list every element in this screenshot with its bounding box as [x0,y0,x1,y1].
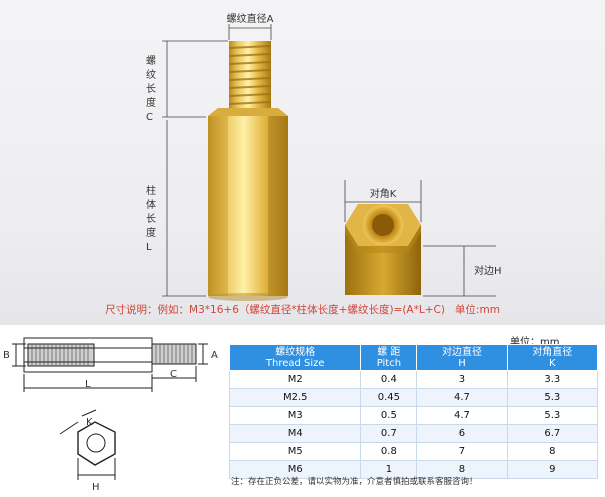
label-body-length: 柱体长度 L [146,184,156,253]
product-photo: 螺纹直径A 对角K 对边H 螺纹长度 C 柱体长度 L 尺寸说明：例如：M3*16+… [0,0,605,325]
table-cell: 6 [416,424,508,443]
standoff-hex-body [208,108,288,301]
table-row: M3 0.5 4.7 5.3 [228,406,599,425]
table-cell: 9 [506,460,599,479]
table-row: M4 0.7 6 6.7 [228,424,599,443]
table-row: M6 1 8 9 [228,460,599,479]
table-cell: M5 [228,442,362,461]
table-cell: 3.3 [506,370,599,389]
spec-table: 螺纹规格 Thread Size 螺 距 Pitch 对边直径 H 对角直径 K M2 0.4 3… [228,344,599,479]
table-cell: 8 [506,442,599,461]
table-header-cell: 对角直径 K [506,344,599,371]
table-cell: 1 [360,460,418,479]
table-cell: M4 [228,424,362,443]
drawing-label-k: K [86,417,93,428]
drawing-label-a: A [211,350,218,361]
table-row: M2.5 0.45 4.7 5.3 [228,388,599,407]
header-cn: 对边直径 [441,346,482,358]
table-cell: 3 [416,370,508,389]
label-thread-length: 螺纹长度 C [146,55,156,123]
drawing-label-h: H [92,482,100,493]
caption-text: 尺寸说明：例如：M3*16+6（螺纹直径*柱体长度+螺纹长度)=(A*L+C) [105,304,445,316]
header-en: Pitch [376,357,402,369]
table-body: M2 0.4 3 3.3 M2.5 0.45 4.7 5.3 M3 0.5 4.7 5.3 M4 0.7 6… [228,370,599,479]
drawing-label-c: C [170,369,177,380]
drawing-label-b: B [3,350,10,361]
table-header-row: 螺纹规格 Thread Size 螺 距 Pitch 对边直径 H 对角直径 K [228,344,599,371]
header-en: H [458,357,466,369]
standoff-thread [228,41,272,117]
table-cell: 0.7 [360,424,418,443]
caption-unit: 单位:mm [454,304,500,316]
table-header-cell: 对边直径 H [416,344,508,371]
table-cell: 4.7 [416,388,508,407]
label-across-flats: 对边H [474,264,502,277]
table-footnote: 注：存在正负公差，请以实物为准，介意者慎拍或联系客服咨询！ [231,477,478,487]
label-thread-diameter: 螺纹直径A [227,12,274,25]
drawing-svg: B A C L K H [3,337,218,493]
standoff-small-nut [345,204,421,295]
drawing-label-l: L [85,379,91,390]
label-across-corners: 对角K [370,187,397,200]
technical-drawing: B A C L K H [0,330,220,497]
header-cn: 对角直径 [532,346,573,358]
table-cell: 4.7 [416,406,508,425]
table-header-cell: 螺 距 Pitch [360,344,418,371]
table-cell: M2.5 [228,388,362,407]
table-cell: 5.3 [506,406,599,425]
table-unit-note: 单位：mm [510,337,560,348]
header-en: Thread Size [265,357,325,369]
table-cell: 5.3 [506,388,599,407]
table-cell: 0.4 [360,370,418,389]
photo-illustration: 螺纹直径A 对角K 对边H 螺纹长度 C 柱体长度 L [146,12,502,301]
table-cell: 0.8 [360,442,418,461]
table-cell: 6.7 [506,424,599,443]
table-cell: M2 [228,370,362,389]
table-row: M5 0.8 7 8 [228,442,599,461]
header-cn: 螺纹规格 [275,346,316,358]
table-row: M2 0.4 3 3.3 [228,370,599,389]
header-cn: 螺 距 [377,346,401,358]
table-header-cell: 螺纹规格 Thread Size [228,344,362,371]
header-en: K [549,357,556,369]
table-cell: M3 [228,406,362,425]
table-cell: 0.5 [360,406,418,425]
dimension-lines [162,24,496,297]
table-cell: M6 [228,460,362,479]
table-cell: 7 [416,442,508,461]
dimension-caption: 尺寸说明：例如：M3*16+6（螺纹直径*柱体长度+螺纹长度)=(A*L+C) 单… [0,302,605,317]
table-cell: 0.45 [360,388,418,407]
